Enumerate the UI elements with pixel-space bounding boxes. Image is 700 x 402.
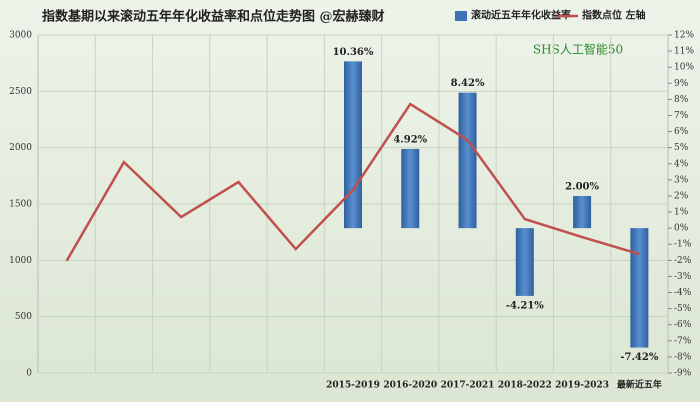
y2-tick-label: 5% (674, 143, 689, 153)
data-label: -4.21% (506, 300, 545, 311)
y2-tick-label: -8% (674, 352, 692, 362)
bar (401, 148, 420, 229)
bar (458, 92, 477, 229)
y-tick-label: 500 (15, 312, 32, 322)
x-tick-label: 2019-2023 (555, 381, 609, 391)
y2-tick-label: 11% (674, 47, 694, 57)
y2-tick-label: -3% (674, 272, 692, 282)
legend-label: 滚动近五年年化收益率 (471, 9, 571, 22)
y2-tick-label: 7% (674, 111, 689, 121)
bar (573, 195, 592, 229)
y2-tick-label: 9% (674, 79, 689, 89)
y2-tick-label: 0% (674, 224, 689, 234)
x-tick-label: 2017-2021 (441, 381, 495, 391)
y-tick-label: 2000 (9, 143, 32, 153)
x-tick-label: 2018-2022 (498, 381, 552, 391)
y-tick-label: 1500 (9, 200, 32, 210)
data-label: 4.92% (393, 134, 427, 145)
y2-tick-label: 3% (674, 175, 689, 185)
y-tick-label: 0 (26, 369, 32, 379)
y2-tick-label: -5% (674, 304, 692, 314)
chart-title: 指数基期以来滚动五年年化收益率和点位走势图 @宏赫臻财 (42, 9, 385, 25)
x-tick-label: 2016-2020 (383, 381, 437, 391)
legend-label: 指数点位 左轴 (582, 9, 645, 22)
y2-tick-label: 1% (674, 208, 689, 218)
y2-tick-label: -1% (674, 240, 692, 250)
bar (344, 61, 362, 229)
data-label: -7.42% (620, 352, 659, 363)
y-tick-label: 2500 (9, 87, 32, 97)
data-label: 8.42% (451, 78, 485, 89)
annotation: SHS人工智能50 (533, 42, 623, 57)
y2-tick-label: 10% (674, 63, 694, 73)
y2-tick-label: 8% (674, 95, 689, 105)
data-label: 10.36% (333, 47, 374, 58)
y2-tick-label: 2% (674, 191, 689, 201)
legend-swatch (455, 11, 467, 21)
y2-tick-label: -6% (674, 320, 692, 330)
y-tick-label: 3000 (9, 31, 32, 41)
y2-tick-label: -9% (674, 369, 692, 379)
bar (515, 228, 534, 296)
y2-tick-label: -7% (674, 336, 692, 346)
data-label: 2.00% (565, 181, 599, 192)
y-tick-label: 1000 (9, 256, 32, 266)
bar (630, 228, 649, 348)
y2-tick-label: 6% (674, 127, 689, 137)
y2-tick-label: -2% (674, 256, 692, 266)
x-tick-label: 2015-2019 (326, 381, 380, 391)
x-tick-label: 最新近五年 (617, 379, 662, 391)
line (65, 102, 640, 262)
y2-tick-label: 4% (674, 159, 689, 169)
y2-tick-label: 12% (674, 31, 694, 41)
y2-tick-label: -4% (674, 288, 692, 298)
